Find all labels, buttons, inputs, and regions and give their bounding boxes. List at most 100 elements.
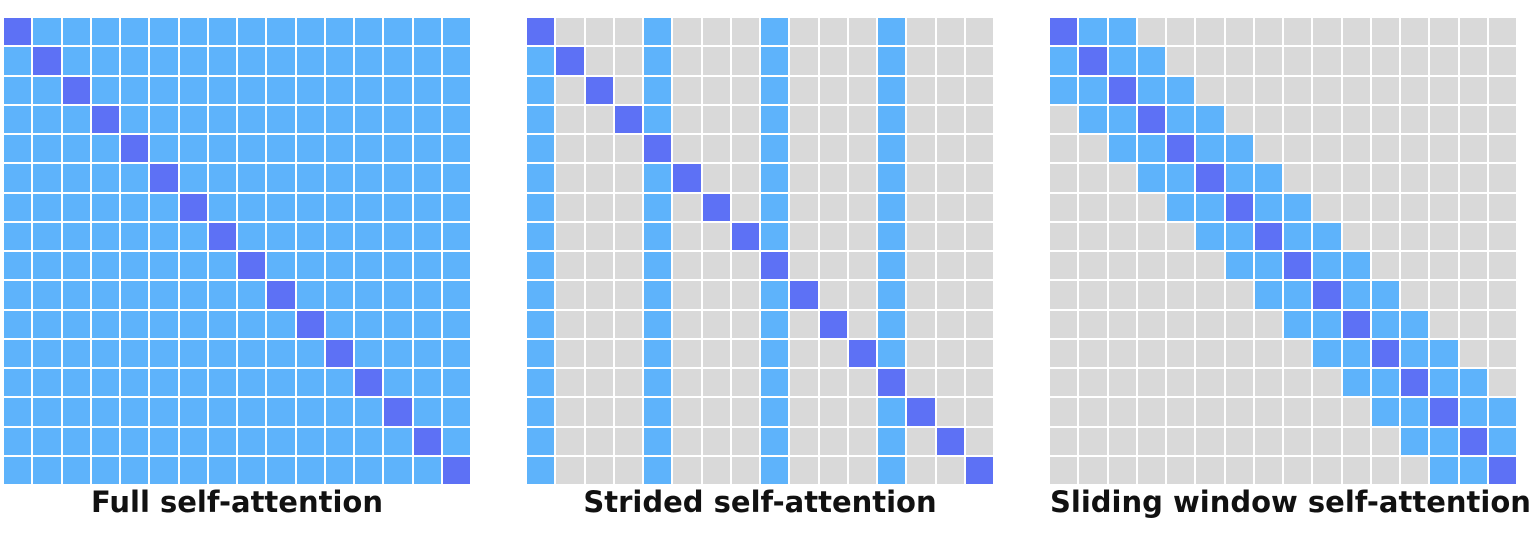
strided-cell-masked xyxy=(965,105,993,133)
sliding-cell-masked xyxy=(1488,135,1516,163)
full-cell-attended xyxy=(355,76,383,104)
strided-cell-masked xyxy=(702,47,730,75)
sliding-cell-masked xyxy=(1137,369,1165,397)
sliding-cell-masked xyxy=(1430,252,1458,280)
strided-cell-masked xyxy=(819,281,847,309)
strided-cell-attended xyxy=(644,164,672,192)
strided-cell-masked xyxy=(936,164,964,192)
full-cell-attended xyxy=(325,193,353,221)
sliding-cell-masked xyxy=(1079,193,1107,221)
sliding-cell-attended xyxy=(1342,369,1370,397)
strided-cell-masked xyxy=(907,427,935,455)
sliding-cell-masked xyxy=(1225,398,1253,426)
full-cell-attended xyxy=(62,369,90,397)
strided-cell-attended xyxy=(761,193,789,221)
full-cell-attended xyxy=(208,456,236,484)
full-cell-attended xyxy=(91,18,119,46)
full-cell-attended xyxy=(355,398,383,426)
full-cell-diagonal xyxy=(4,18,32,46)
strided-cell-masked xyxy=(790,369,818,397)
full-cell-attended xyxy=(4,193,32,221)
strided-cell-masked xyxy=(673,369,701,397)
sliding-cell-diagonal xyxy=(1196,164,1224,192)
sliding-cell-masked xyxy=(1079,456,1107,484)
full-cell-attended xyxy=(179,164,207,192)
strided-cell-masked xyxy=(965,193,993,221)
sliding-cell-masked xyxy=(1108,427,1136,455)
strided-cell-masked xyxy=(819,222,847,250)
sliding-cell-masked xyxy=(1225,427,1253,455)
full-cell-attended xyxy=(384,164,412,192)
full-cell-attended xyxy=(325,135,353,163)
strided-cell-diagonal xyxy=(907,398,935,426)
strided-cell-masked xyxy=(556,281,584,309)
full-cell-attended xyxy=(4,310,32,338)
strided-cell-masked xyxy=(614,252,642,280)
strided-cell-masked xyxy=(585,339,613,367)
sliding-cell-masked xyxy=(1430,135,1458,163)
full-cell-attended xyxy=(208,252,236,280)
full-cell-diagonal xyxy=(384,398,412,426)
strided-cell-masked xyxy=(790,135,818,163)
sliding-cell-masked xyxy=(1196,339,1224,367)
strided-cell-masked xyxy=(819,135,847,163)
full-cell-attended xyxy=(442,398,470,426)
strided-cell-attended xyxy=(644,456,672,484)
strided-cell-masked xyxy=(673,427,701,455)
sliding-cell-attended xyxy=(1254,281,1282,309)
sliding-cell-attended xyxy=(1196,193,1224,221)
full-cell-attended xyxy=(325,281,353,309)
strided-cell-attended xyxy=(644,398,672,426)
strided-cell-masked xyxy=(556,456,584,484)
sliding-cell-masked xyxy=(1488,18,1516,46)
full-cell-attended xyxy=(238,339,266,367)
strided-cell-masked xyxy=(585,47,613,75)
sliding-cell-diagonal xyxy=(1137,105,1165,133)
full-cell-attended xyxy=(355,456,383,484)
strided-cell-masked xyxy=(702,398,730,426)
full-cell-attended xyxy=(150,339,178,367)
full-cell-attended xyxy=(325,456,353,484)
sliding-cell-masked xyxy=(1050,398,1078,426)
full-cell-attended xyxy=(355,18,383,46)
full-cell-attended xyxy=(413,339,441,367)
full-cell-attended xyxy=(33,164,61,192)
sliding-cell-masked xyxy=(1488,193,1516,221)
strided-cell-attended xyxy=(527,164,555,192)
sliding-cell-masked xyxy=(1196,398,1224,426)
sliding-cell-masked xyxy=(1284,135,1312,163)
full-cell-attended xyxy=(62,18,90,46)
sliding-cell-masked xyxy=(1196,76,1224,104)
strided-cell-diagonal xyxy=(819,310,847,338)
sliding-cell-attended xyxy=(1459,369,1487,397)
strided-cell-diagonal xyxy=(556,47,584,75)
sliding-cell-masked xyxy=(1225,456,1253,484)
sliding-cell-masked xyxy=(1225,18,1253,46)
full-cell-attended xyxy=(296,222,324,250)
full-cell-attended xyxy=(355,105,383,133)
strided-cell-masked xyxy=(702,222,730,250)
strided-cell-masked xyxy=(965,18,993,46)
sliding-cell-masked xyxy=(1167,252,1195,280)
sliding-cell-diagonal xyxy=(1050,18,1078,46)
full-cell-attended xyxy=(150,135,178,163)
sliding-cell-diagonal xyxy=(1313,281,1341,309)
full-cell-attended xyxy=(4,281,32,309)
strided-cell-masked xyxy=(614,164,642,192)
full-cell-attended xyxy=(267,252,295,280)
full-cell-attended xyxy=(62,135,90,163)
sliding-attention-matrix xyxy=(1050,18,1516,484)
strided-cell-masked xyxy=(790,18,818,46)
sliding-cell-masked xyxy=(1108,222,1136,250)
sliding-cell-diagonal xyxy=(1079,47,1107,75)
strided-cell-diagonal xyxy=(527,18,555,46)
strided-cell-attended xyxy=(527,427,555,455)
strided-cell-masked xyxy=(614,281,642,309)
full-cell-attended xyxy=(238,398,266,426)
full-cell-attended xyxy=(33,456,61,484)
full-cell-attended xyxy=(33,339,61,367)
sliding-cell-masked xyxy=(1430,310,1458,338)
full-cell-attended xyxy=(121,164,149,192)
full-cell-attended xyxy=(442,135,470,163)
sliding-cell-masked xyxy=(1430,222,1458,250)
